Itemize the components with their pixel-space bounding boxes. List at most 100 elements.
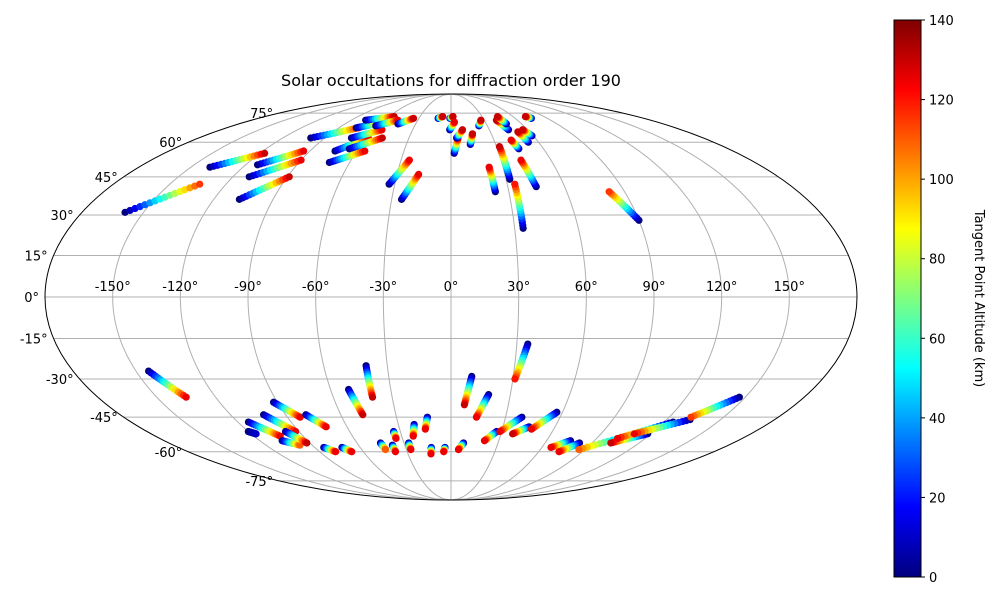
latitude-tick-label: 45°	[95, 171, 118, 186]
latitude-tick-label: -30°	[46, 373, 74, 388]
occultation-track	[453, 126, 467, 142]
track-point	[468, 130, 477, 138]
track-point	[359, 411, 367, 419]
track-point	[547, 443, 555, 452]
track-point	[182, 393, 190, 401]
occultation-track	[269, 398, 304, 421]
occultation-track	[244, 427, 260, 438]
occultation-track	[472, 391, 493, 421]
occultation-track	[517, 156, 540, 191]
occultation-track	[278, 437, 304, 449]
colorbar-tick-label: 80	[929, 253, 946, 268]
occultation-track	[345, 134, 386, 153]
occultation-track	[521, 112, 535, 122]
track-point	[407, 446, 415, 454]
track-point	[458, 126, 467, 134]
occultation-track	[259, 411, 300, 436]
occultation-track	[466, 130, 477, 148]
track-point	[511, 180, 519, 188]
longitude-tick-label: 30°	[507, 280, 530, 295]
track-point	[605, 188, 613, 196]
occultation-track	[440, 443, 449, 456]
occultation-track	[434, 112, 447, 122]
occultation-track	[409, 420, 418, 440]
track-point	[687, 413, 695, 421]
track-point	[391, 448, 400, 456]
occultation-track	[687, 393, 743, 421]
occultation-track	[405, 439, 415, 454]
occultation-track	[394, 114, 418, 128]
occultation-track	[511, 340, 532, 383]
latitude-tick-label: -45°	[90, 411, 118, 426]
track-point	[517, 156, 525, 164]
track-point	[555, 448, 563, 456]
occultation-track	[514, 128, 532, 146]
colorbar-tick-label: 60	[929, 332, 946, 347]
occultation-track	[496, 413, 526, 436]
occultation-track	[493, 112, 510, 128]
track-point	[300, 147, 308, 155]
occultation-track	[281, 427, 311, 447]
track-point	[285, 173, 293, 181]
occultation-track	[454, 439, 468, 454]
colorbar-tick-label: 140	[929, 14, 954, 29]
latitude-tick-label: -15°	[20, 333, 48, 348]
track-point	[485, 163, 493, 171]
occultation-track	[485, 163, 499, 196]
track-point	[440, 448, 448, 456]
occultation-track	[385, 156, 413, 188]
track-point	[454, 446, 463, 454]
longitude-tick-label: -120°	[162, 280, 198, 295]
track-point	[450, 118, 459, 126]
occultation-track	[144, 367, 190, 401]
occultation-track	[388, 441, 400, 456]
occultation-track	[507, 136, 523, 153]
track-point	[196, 180, 204, 188]
longitude-tick-label: 60°	[575, 280, 598, 295]
latitude-tick-label: 60°	[159, 136, 182, 151]
track-point	[460, 401, 468, 409]
occultation-track	[338, 443, 356, 456]
occultation-track	[253, 147, 308, 169]
colorbar: 0 20 40 60 80 100 120 140 Tangent Point Altitude…	[893, 14, 986, 586]
longitude-tick-label: 150°	[774, 280, 805, 295]
latitude-tick-label: 15°	[25, 249, 48, 264]
occultation-tracks	[121, 112, 743, 458]
track-point	[493, 112, 502, 121]
track-point	[480, 437, 489, 445]
occultation-track	[245, 156, 305, 181]
track-point	[421, 425, 429, 433]
track-point	[361, 147, 369, 155]
occultation-track	[630, 416, 694, 438]
track-point	[392, 434, 400, 443]
longitude-tick-label: 90°	[642, 280, 665, 295]
track-point	[521, 112, 529, 121]
colorbar-label: Tangent Point Altitude (km)	[971, 209, 986, 387]
track-point	[303, 439, 311, 447]
occultation-track	[389, 427, 400, 443]
track-point	[368, 393, 377, 401]
occultation-track	[421, 413, 431, 433]
occultation-track	[446, 118, 459, 134]
latitude-tick-label: 75°	[250, 107, 273, 122]
longitude-tick-label: -60°	[302, 280, 330, 295]
colorbar-tick-label: 120	[929, 94, 954, 109]
occultation-track	[511, 180, 527, 232]
chart-title: Solar occultations for diffraction order…	[281, 71, 621, 90]
occultation-track	[527, 408, 561, 433]
occultation-track	[475, 116, 485, 130]
occultation-track	[605, 188, 643, 224]
track-point	[575, 446, 583, 454]
longitude-tick-label: 120°	[706, 280, 737, 295]
track-point	[607, 439, 615, 447]
occultation-track	[397, 170, 423, 203]
longitude-tick-label: -90°	[234, 280, 262, 295]
track-point	[378, 134, 386, 142]
track-point	[427, 450, 435, 458]
track-point	[472, 413, 481, 421]
track-point	[415, 170, 423, 178]
occultation-track	[320, 443, 340, 456]
occultation-track	[344, 385, 367, 419]
occultation-track	[244, 418, 284, 440]
